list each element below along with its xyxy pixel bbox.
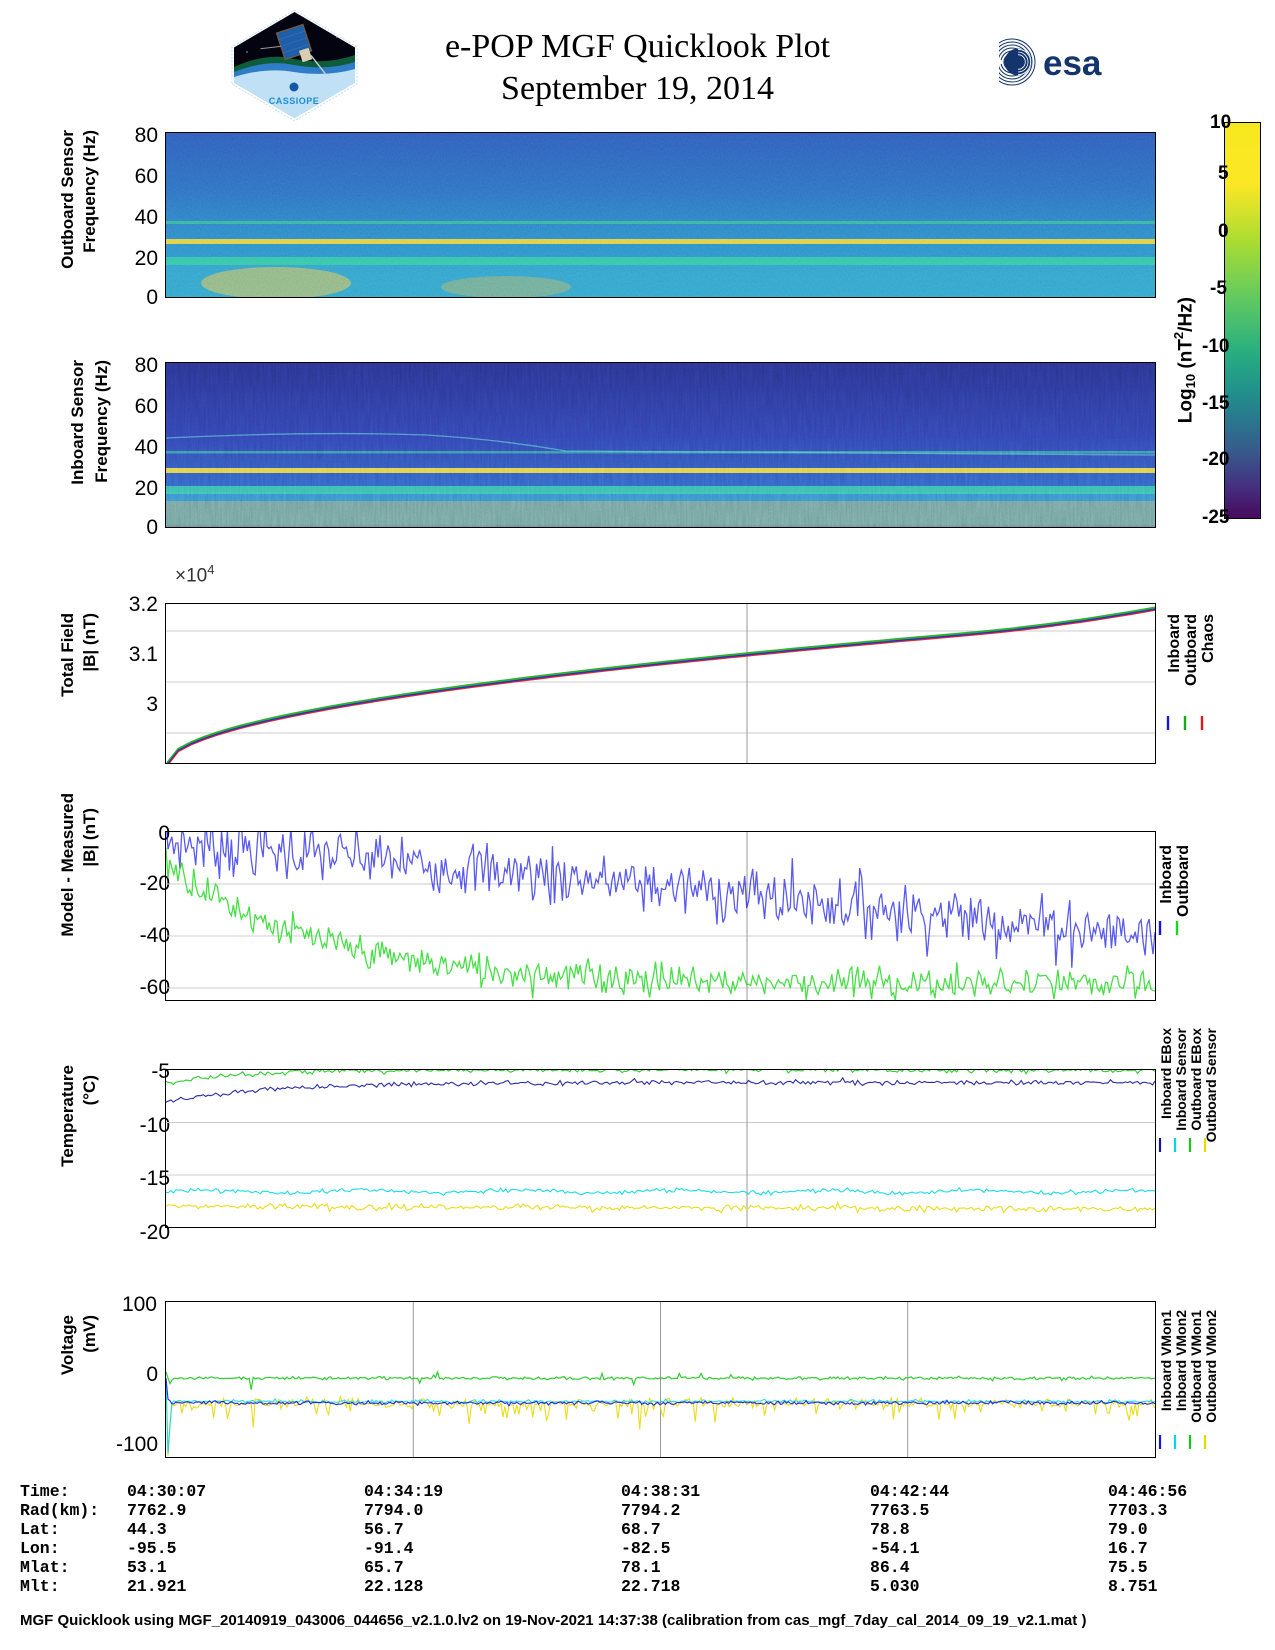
svg-text:esa: esa xyxy=(1043,44,1102,83)
svg-text:CASSIOPE: CASSIOPE xyxy=(269,96,320,106)
